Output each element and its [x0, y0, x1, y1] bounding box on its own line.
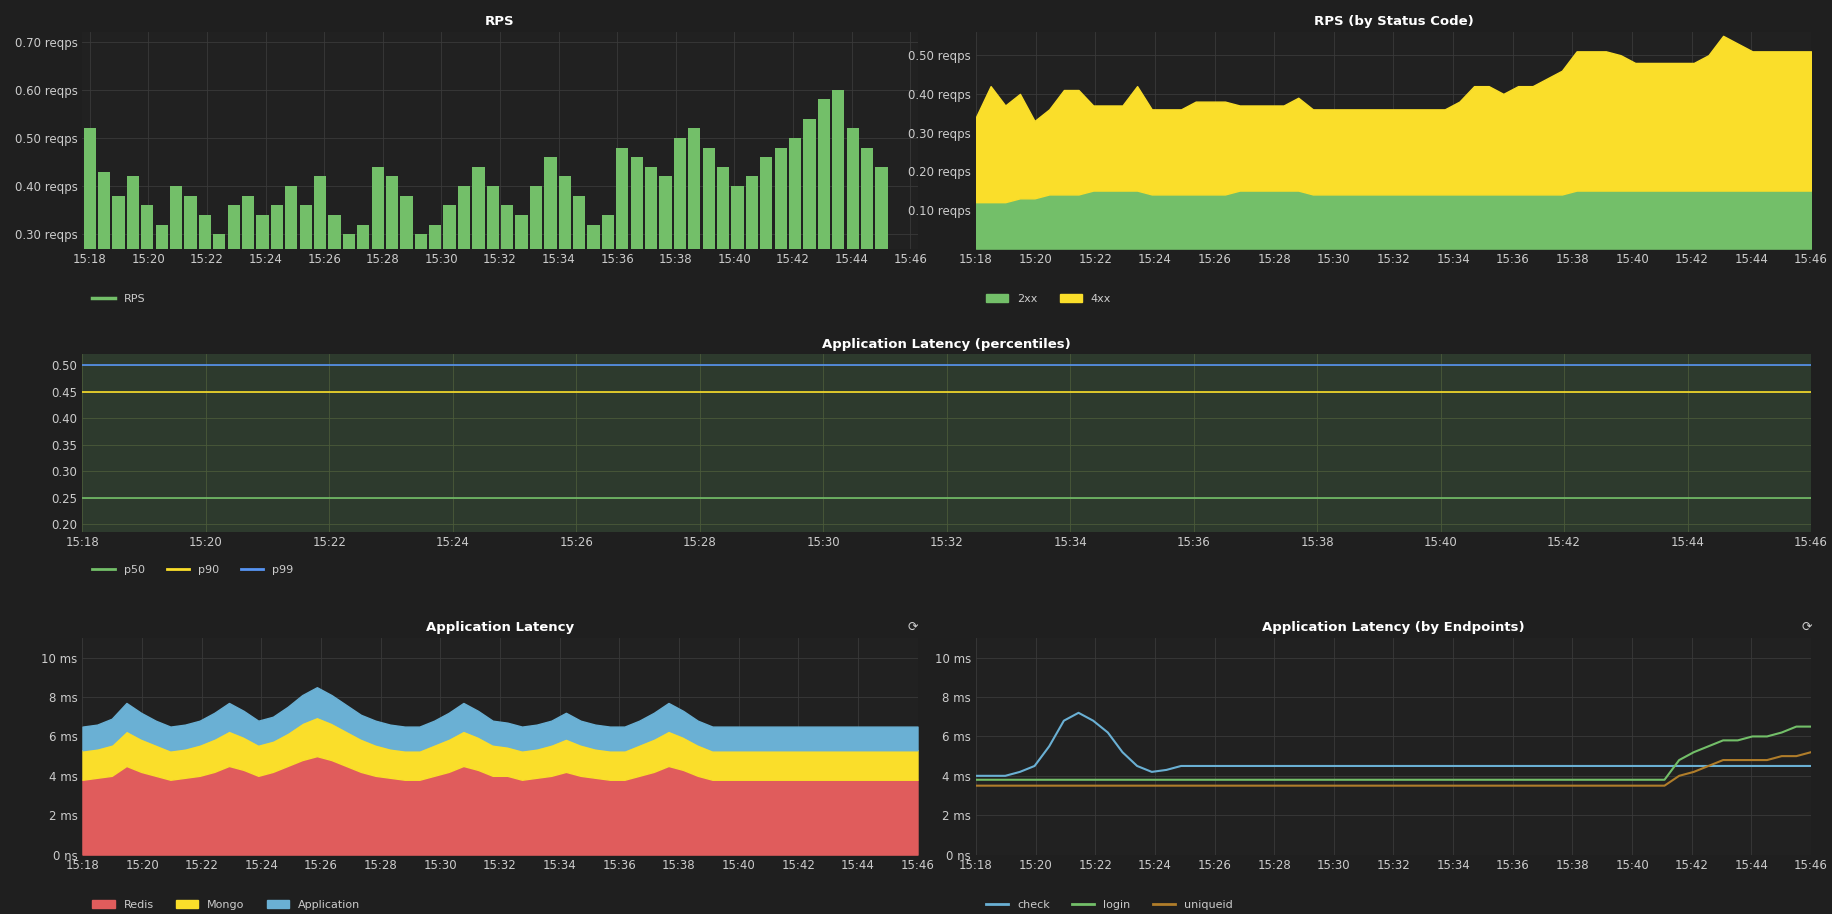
- Bar: [731, 186, 744, 378]
- Bar: [746, 176, 758, 378]
- Bar: [775, 147, 786, 378]
- Bar: [616, 147, 628, 378]
- Bar: [242, 196, 255, 378]
- Bar: [687, 128, 700, 378]
- Bar: [256, 215, 269, 378]
- Legend: p50, p90, p99: p50, p90, p99: [88, 561, 299, 579]
- Legend: Redis, Mongo, Application: Redis, Mongo, Application: [88, 895, 365, 914]
- Bar: [500, 206, 513, 378]
- Legend: check, login, uniqueid: check, login, uniqueid: [980, 895, 1237, 914]
- Bar: [84, 128, 95, 378]
- Bar: [586, 225, 599, 378]
- Bar: [198, 215, 211, 378]
- Text: ⟳: ⟳: [1801, 621, 1810, 633]
- Bar: [286, 186, 297, 378]
- Bar: [458, 186, 469, 378]
- Bar: [716, 166, 729, 378]
- Bar: [313, 176, 326, 378]
- Bar: [573, 196, 584, 378]
- Bar: [601, 215, 614, 378]
- Bar: [760, 157, 771, 378]
- Bar: [802, 119, 815, 378]
- Title: Application Latency (percentiles): Application Latency (percentiles): [823, 337, 1070, 351]
- Bar: [429, 225, 442, 378]
- Bar: [227, 206, 240, 378]
- Legend: RPS: RPS: [88, 289, 150, 308]
- Bar: [645, 166, 658, 378]
- Bar: [861, 147, 872, 378]
- Title: RPS (by Status Code): RPS (by Status Code): [1314, 15, 1473, 28]
- Bar: [559, 176, 570, 378]
- Bar: [372, 166, 383, 378]
- Bar: [876, 166, 887, 378]
- Bar: [660, 176, 671, 378]
- Bar: [529, 186, 542, 378]
- Bar: [544, 157, 557, 378]
- Bar: [141, 206, 154, 378]
- Bar: [630, 157, 643, 378]
- Bar: [299, 206, 311, 378]
- Bar: [271, 206, 282, 378]
- Bar: [97, 172, 110, 378]
- Bar: [156, 225, 169, 378]
- Bar: [473, 166, 484, 378]
- Bar: [889, 302, 901, 378]
- Text: ⟳: ⟳: [907, 621, 918, 633]
- Bar: [702, 147, 714, 378]
- Bar: [515, 215, 528, 378]
- Bar: [328, 215, 341, 378]
- Bar: [387, 176, 398, 378]
- Bar: [443, 206, 456, 378]
- Bar: [788, 138, 801, 378]
- Bar: [170, 186, 181, 378]
- Bar: [414, 234, 427, 378]
- Title: RPS: RPS: [485, 15, 515, 28]
- Bar: [213, 234, 225, 378]
- Bar: [399, 196, 412, 378]
- Bar: [903, 311, 916, 378]
- Title: Application Latency (by Endpoints): Application Latency (by Endpoints): [1262, 621, 1524, 634]
- Bar: [185, 196, 196, 378]
- Bar: [126, 176, 139, 378]
- Bar: [674, 138, 685, 378]
- Bar: [487, 186, 498, 378]
- Bar: [817, 100, 830, 378]
- Bar: [343, 234, 355, 378]
- Bar: [846, 128, 859, 378]
- Legend: 2xx, 4xx: 2xx, 4xx: [980, 289, 1116, 308]
- Bar: [357, 225, 368, 378]
- Bar: [112, 196, 125, 378]
- Bar: [832, 90, 845, 378]
- Title: Application Latency: Application Latency: [425, 621, 573, 634]
